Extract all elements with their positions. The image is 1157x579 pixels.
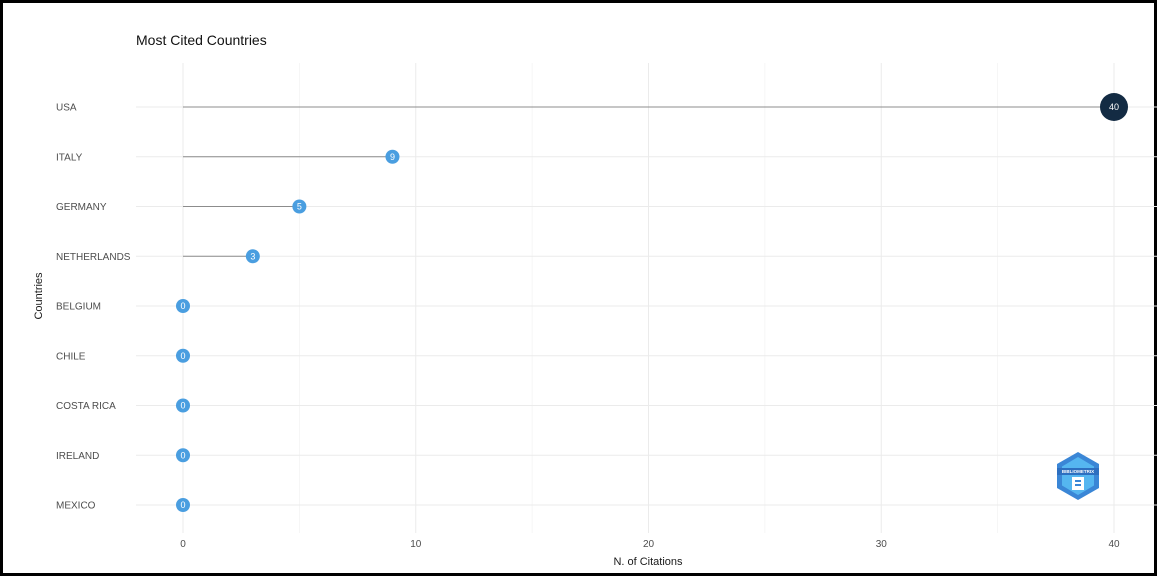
lollipop-point	[176, 398, 190, 413]
y-tick-label: USA	[56, 103, 77, 114]
y-axis-label: Countries	[33, 272, 45, 320]
y-tick-label: CHILE	[56, 351, 86, 362]
x-tick-label: 30	[876, 539, 888, 550]
label-layer: 0 10 20 30 40USAITALYGERMANYNETHERLANDSBELGI…	[56, 103, 1120, 551]
x-tick-label: 40	[1108, 539, 1120, 550]
y-tick-label: ITALY	[56, 152, 83, 163]
value-label: 0	[180, 351, 185, 361]
x-tick-label: 20	[643, 539, 655, 550]
value-label: 0	[180, 450, 185, 460]
y-tick-label: BELGIUM	[56, 302, 101, 313]
bibliometrix-logo: BIBLIOMETRIX	[1057, 452, 1099, 500]
value-label: 3	[250, 251, 255, 261]
value-label: 0	[180, 301, 185, 311]
logo-banner	[1057, 468, 1099, 475]
value-label: 0	[180, 500, 185, 510]
y-tick-label: IRELAND	[56, 451, 99, 462]
value-label: 5	[297, 202, 302, 212]
chart-title: Most Cited Countries	[136, 32, 267, 48]
value-label: 40	[1109, 102, 1119, 112]
lollipop-point	[176, 348, 190, 363]
lollipop-point	[1100, 93, 1128, 121]
lollipop-point	[245, 249, 260, 264]
x-axis-label: N. of Citations	[613, 556, 683, 568]
x-tick-label: 0	[180, 539, 186, 550]
lollipop-point	[176, 498, 190, 512]
grid-layer	[136, 63, 1157, 533]
lollipop-point	[176, 299, 190, 313]
value-label: 9	[390, 152, 395, 162]
logo-text: BIBLIOMETRIX	[1062, 469, 1094, 474]
y-tick-label: COSTA RICA	[56, 401, 116, 412]
logo-inner-hexagon-icon	[1062, 457, 1094, 495]
point-layer: 40 9 5 3 0 0 0 0 0	[176, 93, 1128, 512]
x-tick-label: 10	[410, 539, 422, 550]
logo-building-icon	[1072, 477, 1084, 490]
y-tick-label: GERMANY	[56, 202, 107, 213]
y-tick-label: NETHERLANDS	[56, 252, 131, 263]
segment-layer	[183, 106, 1114, 257]
lollipop-point	[385, 149, 400, 164]
lollipop-point	[292, 199, 307, 214]
y-tick-label: MEXICO	[56, 501, 96, 512]
logo-building-window	[1075, 484, 1081, 486]
value-label: 0	[180, 401, 185, 411]
lollipop-point	[176, 448, 190, 463]
logo-building-window	[1075, 480, 1081, 482]
